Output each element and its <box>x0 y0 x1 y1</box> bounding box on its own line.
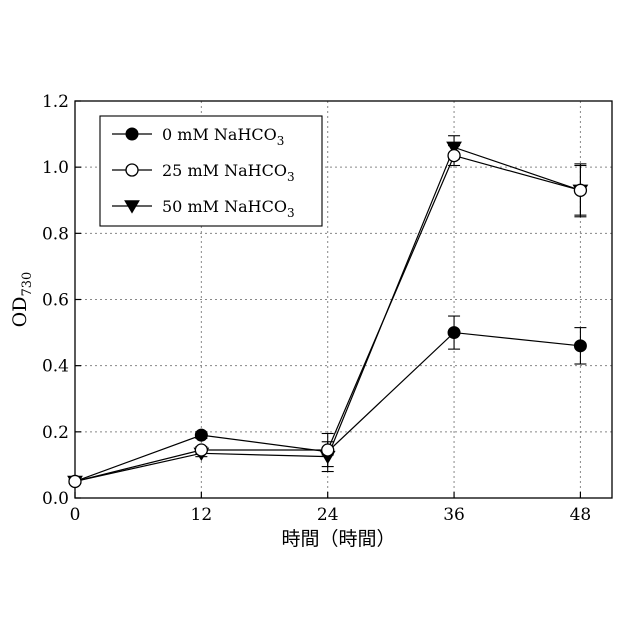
y-tick-label: 0.4 <box>42 357 69 377</box>
data-point <box>69 475 81 487</box>
y-axis-label: OD730 <box>9 272 35 328</box>
data-point <box>448 327 460 339</box>
y-tick-label: 1.0 <box>42 158 69 178</box>
x-tick-label: 0 <box>70 505 81 525</box>
y-axis-label-subscript: 730 <box>20 272 35 297</box>
y-axis-label-main: OD <box>9 297 31 328</box>
y-tick-label: 1.2 <box>42 92 69 112</box>
legend-label-main: 25 mM NaHCO <box>162 161 287 180</box>
data-point <box>322 444 334 456</box>
y-tick-label: 0.2 <box>42 423 69 443</box>
data-point <box>574 340 586 352</box>
chart-container: 0 12 24 36 48 0.0 0.2 0.4 0.6 0.8 1.0 1.2 時間（時間） OD73… <box>0 0 640 640</box>
legend-label-subscript: 3 <box>287 170 295 184</box>
legend-label-main: 0 mM NaHCO <box>162 125 277 144</box>
x-tick-label: 48 <box>570 505 592 525</box>
legend-label-subscript: 3 <box>287 206 295 220</box>
legend-marker <box>126 164 138 176</box>
data-point <box>574 184 586 196</box>
x-axis-label: 時間（時間） <box>281 528 395 550</box>
x-tick-label: 12 <box>191 505 213 525</box>
y-tick-label: 0.6 <box>42 291 69 311</box>
x-tick-label: 36 <box>443 505 465 525</box>
legend: 0 mM NaHCO325 mM NaHCO350 mM NaHCO3 <box>100 116 322 226</box>
x-tick-label: 24 <box>317 505 339 525</box>
legend-label-subscript: 3 <box>277 134 285 148</box>
data-point <box>195 429 207 441</box>
data-point <box>195 444 207 456</box>
y-tick-label: 0.0 <box>42 489 69 509</box>
data-point <box>448 150 460 162</box>
legend-marker <box>126 128 138 140</box>
od-growth-chart: 0 12 24 36 48 0.0 0.2 0.4 0.6 0.8 1.0 1.2 時間（時間） OD73… <box>0 0 640 640</box>
y-tick-label: 0.8 <box>42 224 69 244</box>
legend-label-main: 50 mM NaHCO <box>162 197 287 216</box>
